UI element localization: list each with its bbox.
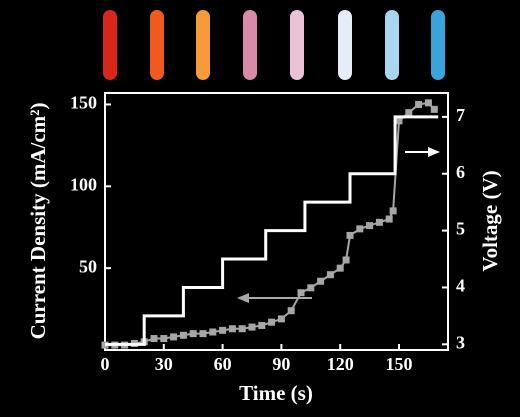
tube	[290, 10, 304, 80]
data-point	[424, 99, 432, 107]
data-point	[189, 330, 197, 338]
data-point	[317, 277, 325, 285]
data-point	[287, 307, 295, 315]
y-axis-label: Current Density (mA/cm²)	[26, 103, 50, 340]
tube	[103, 10, 117, 80]
x-tick-label: 150	[386, 354, 413, 374]
arrow-head	[237, 293, 249, 303]
data-point	[405, 109, 413, 117]
y2-axis-label: Voltage (V)	[478, 170, 502, 271]
y2-tick-label: 5	[456, 219, 465, 239]
tube	[150, 10, 164, 80]
data-point	[277, 315, 285, 323]
x-tick-label: 0	[101, 354, 110, 374]
tube	[243, 10, 257, 80]
tube	[385, 10, 399, 80]
data-point	[228, 325, 236, 333]
x-tick-label: 90	[272, 354, 290, 374]
data-point	[307, 284, 315, 292]
x-axis-label: Time (s)	[239, 381, 313, 405]
data-point	[326, 271, 334, 279]
data-point	[199, 330, 207, 338]
y2-tick-label: 6	[456, 162, 465, 182]
data-point	[356, 225, 364, 233]
data-point	[219, 326, 227, 334]
plot-frame	[104, 92, 449, 351]
tube	[196, 10, 210, 80]
y-tick-label: 150	[70, 93, 97, 113]
y2-tick-label: 3	[456, 332, 465, 352]
x-tick-label: 30	[155, 354, 173, 374]
data-point	[209, 328, 217, 336]
data-point	[150, 335, 158, 343]
tube	[431, 10, 445, 80]
y2-tick-label: 7	[456, 105, 465, 125]
data-point	[430, 105, 438, 113]
data-point	[385, 215, 393, 223]
data-point	[346, 231, 354, 239]
data-point	[389, 207, 397, 215]
x-tick-label: 60	[214, 354, 232, 374]
y-tick-label: 100	[70, 174, 97, 194]
arrow-head	[428, 147, 440, 157]
data-point	[342, 256, 350, 264]
emission-tubes	[103, 10, 445, 80]
tube	[338, 10, 352, 80]
data-point	[336, 264, 344, 272]
data-point	[179, 331, 187, 339]
data-point	[248, 323, 256, 331]
series-line	[105, 115, 439, 346]
data-point	[375, 218, 383, 226]
data-point	[415, 100, 423, 108]
data-point	[395, 117, 403, 125]
x-tick-label: 120	[327, 354, 354, 374]
annotation-arrows	[237, 147, 440, 303]
data-point	[258, 321, 266, 329]
y2-tick-label: 4	[456, 276, 465, 296]
y-tick-label: 50	[79, 256, 97, 276]
data-point	[268, 318, 276, 326]
data-point	[238, 325, 246, 333]
data-point	[366, 222, 374, 230]
data-point	[160, 335, 168, 343]
data-point	[170, 333, 178, 341]
data-point	[297, 289, 305, 297]
